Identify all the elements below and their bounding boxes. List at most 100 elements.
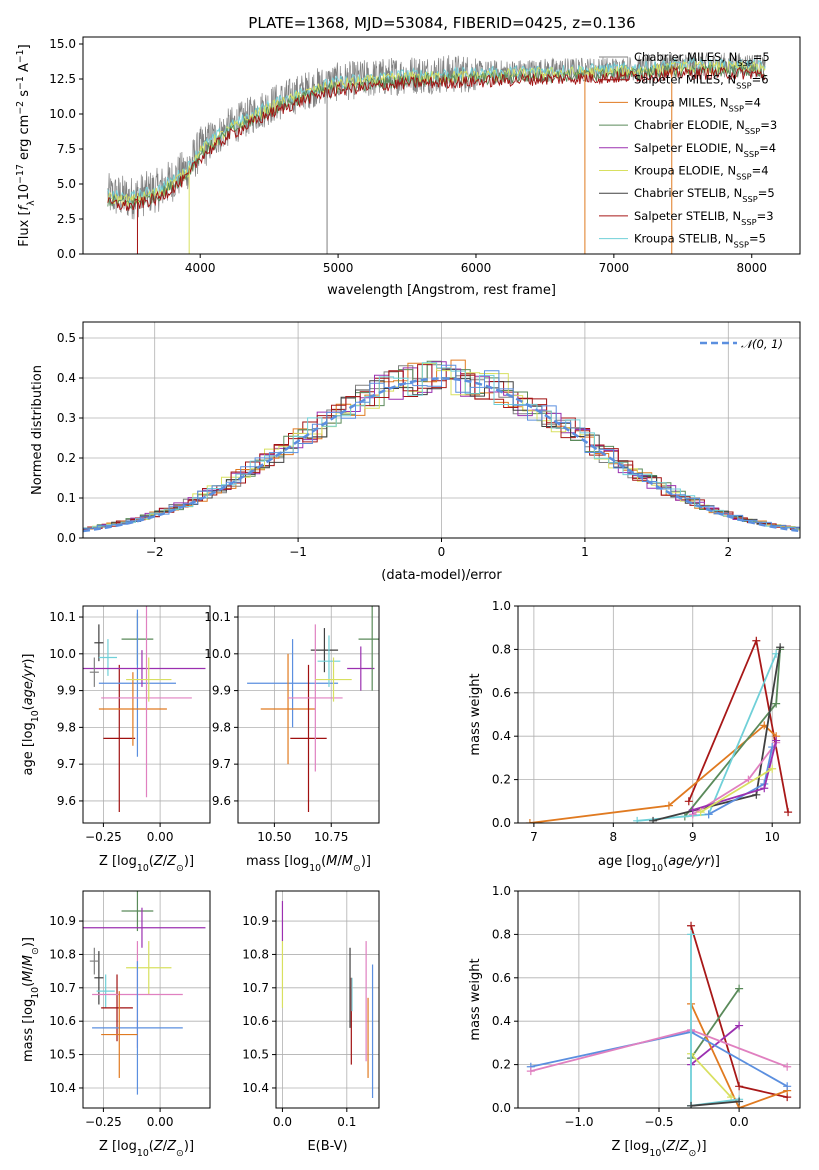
series-marker — [526, 1067, 535, 1076]
figure-title: PLATE=1368, MJD=53084, FIBERID=0425, z=0… — [248, 14, 635, 32]
axes-frame — [82, 890, 211, 1109]
series-marker — [784, 808, 793, 817]
y-tick-label: 9.9 — [57, 684, 76, 698]
x-axis-label: E(B-V) — [307, 1139, 347, 1154]
x-axis-label: Z [log10(Z/Z⊙)] — [99, 1139, 194, 1159]
x-tick-label: 0.1 — [337, 1115, 356, 1129]
spectrum-lines — [107, 52, 766, 254]
y-tick-label: 10.7 — [242, 981, 269, 995]
histogram-krou_stelib — [83, 362, 800, 530]
series-marker — [687, 921, 696, 930]
y-tick-label: 10.9 — [49, 914, 76, 928]
y-tick-label: 10.6 — [242, 1014, 269, 1028]
x-tick-label: 0.0 — [273, 1115, 292, 1129]
x-tick-label: 9 — [689, 830, 697, 844]
mass_vs_EBV-points — [281, 901, 374, 1098]
legend-label: Chabrier STELIB, NSSP=5 — [634, 186, 775, 204]
series-marker — [768, 764, 777, 773]
y-tick-label: 0.4 — [492, 729, 511, 743]
residuals-axes: −2 −1 0 1 2 0.0 0.1 0.2 0.3 0.4 0.5 — [57, 322, 800, 559]
axes-frame — [275, 890, 380, 1109]
y-tick-label: 0.5 — [57, 331, 76, 345]
y-axis-label: mass weight — [468, 958, 483, 1040]
y-tick-label: 10.0 — [49, 107, 76, 121]
legend-label: Kroupa STELIB, NSSP=5 — [634, 232, 766, 250]
x-axis-label: Z [log10(Z/Z⊙)] — [99, 854, 194, 874]
x-tick-label: 0.0 — [730, 1115, 749, 1129]
y-tick-label: 0.1 — [57, 491, 76, 505]
spectrum-model-salp_miles — [107, 65, 766, 212]
histogram-blue — [83, 364, 800, 531]
x-tick-label: −1 — [289, 545, 307, 559]
x-tick-label: −0.5 — [644, 1115, 673, 1129]
y-tick-label: 9.6 — [212, 794, 231, 808]
y-tick-label: 0.8 — [492, 642, 511, 656]
y-tick-label: 10.5 — [49, 1048, 76, 1062]
x-axis-label: (data-model)/error — [381, 568, 502, 583]
series-marker — [735, 1082, 744, 1091]
x-tick-label: 5000 — [323, 261, 354, 275]
massweight_vs_age-lines — [525, 636, 793, 823]
series-marker — [760, 784, 769, 793]
y-axis-label: Normed distribution — [30, 365, 45, 495]
y-tick-label: 0.0 — [57, 531, 76, 545]
x-tick-label: 1 — [581, 545, 589, 559]
y-tick-label: 9.7 — [57, 757, 76, 771]
x-tick-label: 4000 — [185, 261, 216, 275]
legend-label: Kroupa ELODIE, NSSP=4 — [634, 164, 769, 182]
y-tick-label: 10.4 — [49, 1081, 76, 1095]
series-line — [690, 988, 740, 1059]
age_vs_Z-axes: −0.25 0.00 9.6 9.7 9.8 9.9 10.0 10.1 — [49, 606, 210, 844]
y-tick-label: 0.4 — [492, 1014, 511, 1028]
x-tick-label: 7000 — [599, 261, 630, 275]
legend-label: Salpeter STELIB, NSSP=3 — [634, 209, 774, 227]
spectrum-legend: Chabrier MILES, NSSP=5 Salpeter MILES, NS… — [599, 50, 777, 250]
x-tick-label: 0.00 — [147, 1115, 174, 1129]
y-tick-label: 10.0 — [49, 647, 76, 661]
y-axis-label: Flux [fλ10−17 erg cm−2 s−1 A−1] — [15, 44, 37, 246]
y-tick-label: 9.6 — [57, 794, 76, 808]
normal-curve — [83, 377, 800, 533]
y-tick-label: 1.0 — [492, 599, 511, 613]
y-tick-label: 10.7 — [49, 981, 76, 995]
series-marker — [772, 699, 781, 708]
y-tick-label: 0.8 — [492, 927, 511, 941]
series-marker — [735, 984, 744, 993]
axes-frame — [517, 890, 801, 1109]
mass_vs_Z-points — [83, 891, 206, 1095]
y-axis-label: mass [log10(M/M⊙)] — [21, 937, 41, 1062]
x-tick-label: 0.00 — [147, 830, 174, 844]
axes-frame — [82, 605, 211, 824]
axes-frame — [82, 36, 801, 255]
age_vs_Z-points — [83, 606, 206, 812]
x-axis-label: mass [log10(M/M⊙)] — [246, 854, 371, 874]
y-axis-label: mass weight — [468, 673, 483, 755]
y-tick-label: 9.8 — [212, 720, 231, 734]
y-tick-label: 10.5 — [242, 1048, 269, 1062]
y-axis-label: age [log10(age/yr)] — [21, 653, 41, 775]
y-tick-label: 9.9 — [212, 684, 231, 698]
x-tick-label: 8000 — [736, 261, 767, 275]
y-tick-label: 0.2 — [57, 451, 76, 465]
series-marker — [688, 805, 697, 814]
x-tick-label: 2 — [724, 545, 732, 559]
y-tick-label: 7.5 — [57, 142, 76, 156]
series-line — [690, 1003, 788, 1108]
x-tick-label: 8 — [610, 830, 618, 844]
series-marker — [525, 819, 534, 823]
y-tick-label: 5.0 — [57, 177, 76, 191]
age_vs_mass-axes: 10.50 10.75 9.6 9.7 9.8 9.9 10.0 10.1 — [204, 606, 379, 844]
y-tick-label: 10.0 — [204, 647, 231, 661]
y-tick-label: 0.2 — [492, 1058, 511, 1072]
mass_vs_Z-axes: −0.25 0.00 10.4 10.5 10.6 10.7 10.8 10.9 — [49, 891, 210, 1129]
series-marker — [783, 1062, 792, 1071]
massweight_vs_Z-axes: −1.0 −0.5 0.0 0.0 0.2 0.4 0.6 0.8 1.0 — [492, 884, 800, 1129]
x-tick-label: 10.50 — [257, 830, 291, 844]
y-tick-label: 9.7 — [212, 757, 231, 771]
y-tick-label: 0.0 — [57, 247, 76, 261]
y-tick-label: 2.5 — [57, 212, 76, 226]
series-marker — [704, 810, 713, 819]
legend-label: Chabrier ELODIE, NSSP=3 — [634, 118, 777, 136]
x-axis-label: wavelength [Angstrom, rest frame] — [327, 283, 556, 298]
y-tick-label: 10.1 — [204, 610, 231, 624]
